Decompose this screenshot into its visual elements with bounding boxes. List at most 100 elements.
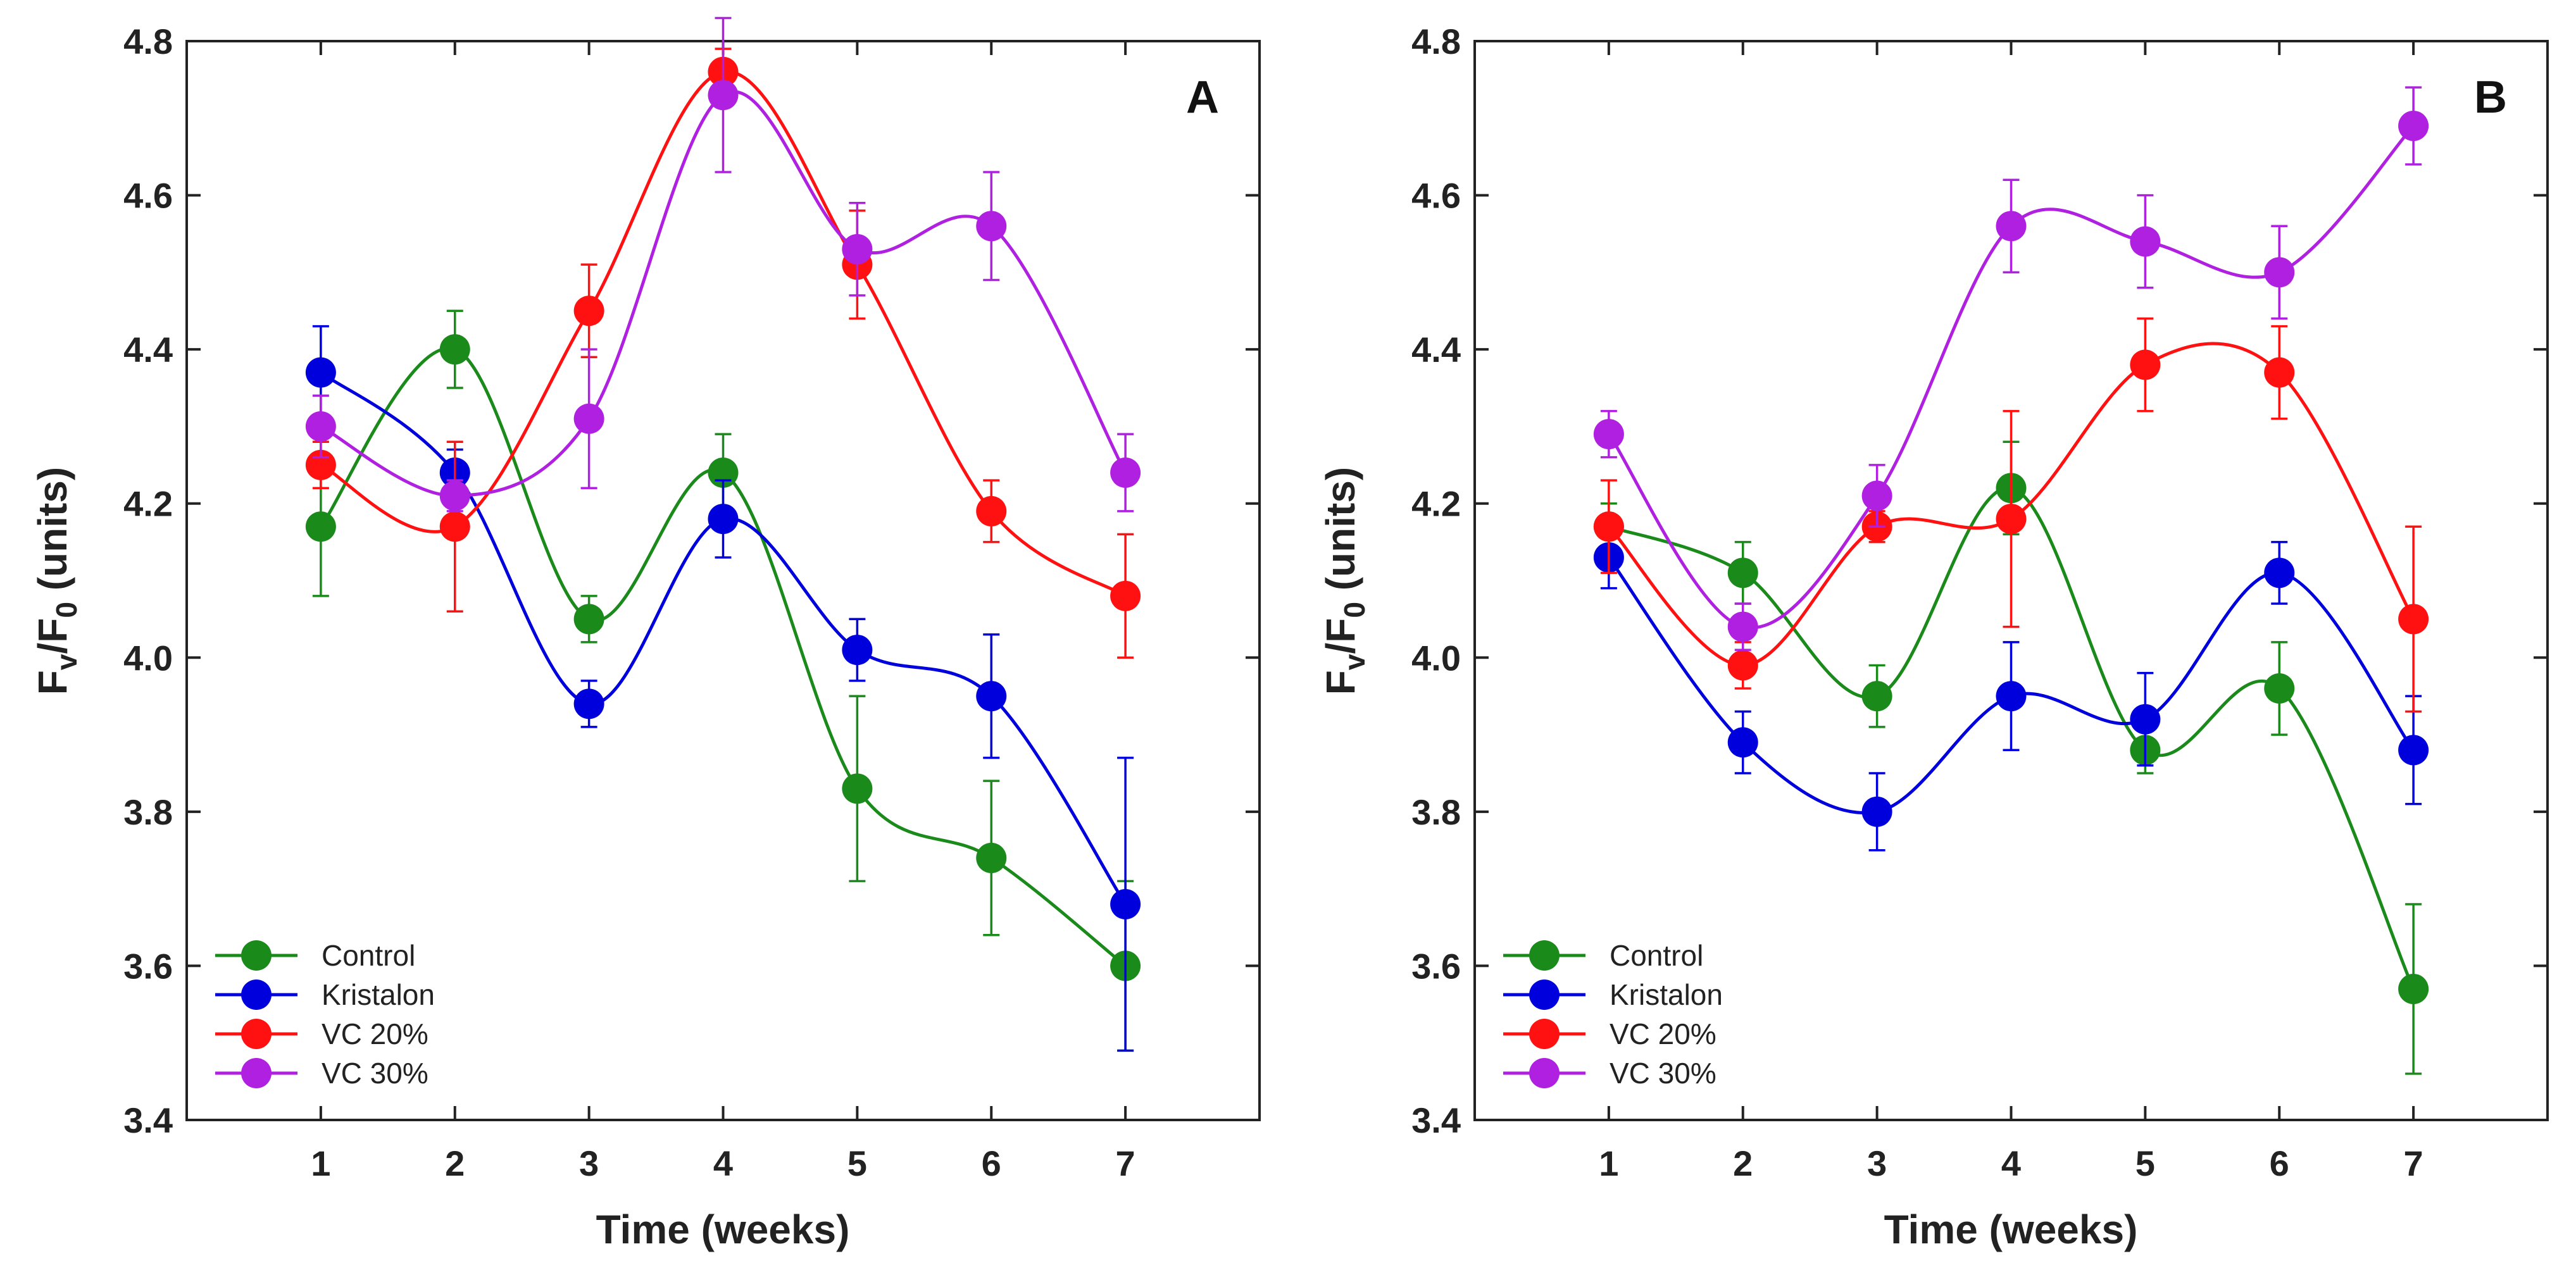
- legend-marker: [1529, 940, 1560, 971]
- y-tick-label: 4.4: [1411, 330, 1461, 370]
- x-tick-label: 5: [2135, 1143, 2155, 1183]
- series-kristalon: [1593, 525, 2429, 852]
- data-point: [976, 495, 1007, 526]
- y-axis-label-tail: (units): [30, 467, 75, 602]
- x-tick-label: 1: [1599, 1143, 1618, 1183]
- data-point: [1996, 681, 2027, 712]
- data-point: [305, 357, 336, 388]
- data-point: [1861, 681, 1892, 712]
- data-point: [573, 295, 604, 327]
- data-point: [2398, 735, 2429, 766]
- data-point: [842, 773, 873, 804]
- legend-item: Kristalon: [1503, 978, 1723, 1011]
- data-point: [1110, 889, 1141, 919]
- data-point: [439, 334, 470, 365]
- data-point: [1110, 580, 1141, 611]
- x-axis-label: Time (weeks): [596, 1207, 850, 1252]
- legend-marker: [241, 1019, 272, 1049]
- data-point: [1861, 796, 1892, 827]
- series-vc-30-: [1593, 86, 2429, 651]
- y-tick-label: 4.8: [1411, 22, 1461, 61]
- series-control: [305, 309, 1141, 1052]
- data-point: [1996, 504, 2027, 535]
- data-point: [573, 403, 604, 434]
- series-layer: [1593, 86, 2429, 1075]
- data-point: [976, 842, 1007, 873]
- y-tick-label: 3.6: [1411, 946, 1461, 986]
- y-axis-label: Fv/F0 (units): [30, 467, 83, 695]
- data-point: [305, 511, 336, 542]
- y-axis-label-sep: /F: [1318, 618, 1363, 654]
- data-point: [708, 80, 739, 111]
- data-point: [1996, 211, 2027, 242]
- legend-marker: [1529, 1058, 1560, 1088]
- data-point: [708, 504, 739, 535]
- data-point: [439, 480, 470, 511]
- svg-text:Fv/F0 (units): Fv/F0 (units): [30, 467, 83, 695]
- y-tick-label: 4.8: [123, 22, 173, 61]
- data-point: [2398, 973, 2429, 1004]
- y-tick-label: 3.8: [123, 792, 173, 832]
- x-tick-label: 6: [982, 1143, 1001, 1183]
- y-axis-label-main: F: [30, 670, 75, 695]
- legend-item: VC 30%: [1503, 1057, 1716, 1090]
- data-point: [2264, 557, 2295, 588]
- data-point: [1727, 557, 1758, 588]
- legend-item: VC 30%: [215, 1057, 428, 1090]
- data-point: [1593, 511, 1624, 542]
- legend-marker: [241, 940, 272, 971]
- x-axis-label: Time (weeks): [1884, 1207, 2138, 1252]
- data-point: [2264, 257, 2295, 288]
- data-point: [1727, 727, 1758, 758]
- x-tick-label: 1: [311, 1143, 330, 1183]
- data-point: [1727, 650, 1758, 681]
- legend-marker: [1529, 1019, 1560, 1049]
- panel-letter: A: [1186, 72, 1219, 123]
- data-point: [2130, 704, 2161, 735]
- panel-letter: B: [2474, 72, 2507, 123]
- data-point: [2264, 357, 2295, 388]
- data-point: [2130, 226, 2161, 257]
- y-tick-label: 4.0: [1411, 638, 1461, 678]
- y-axis-label-sub1: v: [50, 654, 83, 670]
- legend-item: Control: [1503, 939, 1703, 972]
- legend-marker: [241, 1058, 272, 1088]
- x-tick-labels: 1 2 3 4 5 6 7: [1599, 1143, 2423, 1183]
- legend-label: Control: [1610, 939, 1703, 972]
- y-tick-labels: 3.4 3.6 3.8 4.0 4.2 4.4 4.6 4.8: [1411, 22, 1461, 1140]
- data-point: [1110, 457, 1141, 488]
- data-point: [976, 211, 1007, 242]
- y-tick-label: 3.4: [123, 1100, 173, 1140]
- y-axis-label-main: F: [1318, 670, 1363, 695]
- x-tick-label: 7: [2404, 1143, 2423, 1183]
- data-point: [1593, 419, 1624, 450]
- y-tick-label: 4.2: [1411, 484, 1461, 524]
- legend-label: VC 30%: [322, 1057, 428, 1090]
- x-tick-label: 3: [579, 1143, 599, 1183]
- legend-label: Control: [322, 939, 415, 972]
- svg-text:Fv/F0 (units): Fv/F0 (units): [1318, 467, 1371, 695]
- y-tick-label: 3.8: [1411, 792, 1461, 832]
- legend-label: VC 20%: [1610, 1017, 1716, 1050]
- y-axis-label: Fv/F0 (units): [1318, 467, 1371, 695]
- data-point: [573, 688, 604, 719]
- data-point: [2264, 673, 2295, 704]
- data-point: [842, 233, 873, 264]
- x-tick-label: 7: [1116, 1143, 1135, 1183]
- x-tick-label: 4: [2001, 1143, 2021, 1183]
- series-line: [1608, 486, 2415, 990]
- y-axis-label-tail: (units): [1318, 467, 1363, 602]
- data-point: [2398, 604, 2429, 635]
- chart-panel-a: 3.4 3.6 3.8 4.0 4.2 4.4 4.6 4.8 1 2 3 4 5 6 7 A Time …: [30, 16, 1261, 1252]
- legend-item: Kristalon: [215, 978, 435, 1011]
- legend-label: Kristalon: [322, 978, 435, 1011]
- x-tick-label: 5: [847, 1143, 867, 1183]
- x-tick-label: 4: [713, 1143, 733, 1183]
- data-point: [1861, 480, 1892, 511]
- data-point: [2398, 110, 2429, 141]
- axis-ticks: [187, 40, 1260, 1121]
- legend-label: Kristalon: [1610, 978, 1723, 1011]
- y-tick-label: 4.0: [123, 638, 173, 678]
- chart-panel-b: 3.4 3.6 3.8 4.0 4.2 4.4 4.6 4.8 1 2 3 4 5 6 7 B Time …: [1318, 22, 2549, 1252]
